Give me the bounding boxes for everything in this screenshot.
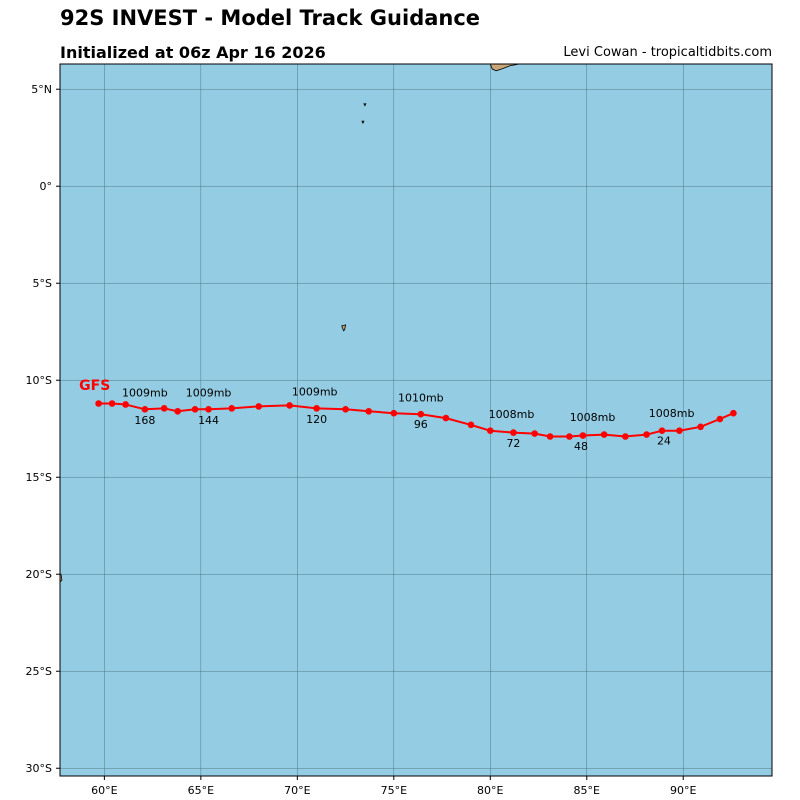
pressure-label: 1008mb <box>570 411 616 424</box>
track-point <box>676 427 683 434</box>
forecast-hour-label: 168 <box>134 414 155 427</box>
land-maldives-islet-2 <box>361 120 365 125</box>
track-point <box>95 400 102 407</box>
lat-tick-label: 25°S <box>26 665 52 678</box>
axis-labels: 60°E 65°E 70°E 75°E 80°E 85°E 90°E 5°N 0° 5°S 10°S… <box>26 63 773 797</box>
track-point <box>643 431 650 438</box>
track-point <box>205 406 212 413</box>
lat-tick-label: 10°S <box>26 374 52 387</box>
track-point <box>228 405 236 412</box>
track-point <box>467 421 475 429</box>
track-point <box>255 403 263 410</box>
lat-tick-label: 5°S <box>33 277 52 290</box>
track-point <box>286 402 293 409</box>
track-point <box>716 415 724 423</box>
plot-frame <box>59 63 773 777</box>
credit-text: Levi Cowan - tropicaltidbits.com <box>563 45 772 60</box>
init-time-subtitle: Initialized at 06z Apr 16 2026 <box>60 43 326 62</box>
track-point <box>108 400 116 407</box>
track-point <box>442 414 450 422</box>
ocean-background <box>60 64 772 776</box>
land-chagos-islet <box>341 324 347 332</box>
pressure-label: 1008mb <box>489 408 535 421</box>
lon-tick-label: 75°E <box>381 784 407 797</box>
track-point <box>365 407 373 415</box>
pressure-label: 1008mb <box>649 407 695 420</box>
track-point <box>510 429 517 436</box>
track-point <box>566 433 573 440</box>
lon-tick-label: 70°E <box>284 784 310 797</box>
pressure-label: 1010mb <box>398 392 444 405</box>
track-point <box>579 432 587 439</box>
track-point <box>531 430 538 437</box>
lon-tick-label: 90°E <box>670 784 696 797</box>
forecast-hour-label: 24 <box>657 434 671 447</box>
track-point <box>191 406 199 413</box>
lat-tick-label: 5°N <box>31 83 52 96</box>
pressure-label: 1009mb <box>292 386 338 399</box>
lon-tick-label: 85°E <box>574 784 600 797</box>
lat-tick-label: 30°S <box>26 762 52 775</box>
forecast-hour-label: 48 <box>574 440 588 453</box>
track-point <box>390 409 398 417</box>
land-sri-lanka-tip <box>489 64 520 72</box>
track-point <box>141 406 149 413</box>
track-point <box>546 433 554 440</box>
track-point <box>622 433 629 440</box>
map-title: 92S INVEST - Model Track Guidance <box>60 6 481 30</box>
lon-tick-label: 80°E <box>477 784 503 797</box>
track-point <box>697 423 704 431</box>
forecast-hour-label: 144 <box>198 414 219 427</box>
track-point <box>342 406 349 413</box>
pressure-label: 1009mb <box>186 387 232 400</box>
track-point <box>313 405 320 412</box>
lon-tick-label: 65°E <box>188 784 214 797</box>
track-point <box>658 427 666 434</box>
lat-tick-label: 15°S <box>26 471 52 484</box>
track-point <box>160 405 168 412</box>
model-label-gfs: GFS <box>79 378 110 394</box>
lat-tick-label: 0° <box>40 180 53 193</box>
forecast-hour-label: 72 <box>506 437 520 450</box>
track-point <box>417 410 425 418</box>
track-point <box>600 431 608 438</box>
pressure-label: 1009mb <box>122 387 168 400</box>
plot-area: 1008mb 1008mb 1008mb 1010mb 1009mb 1009mb 1009… <box>60 64 772 776</box>
lon-tick-label: 60°E <box>91 784 117 797</box>
lat-tick-label: 20°S <box>26 568 52 581</box>
forecast-hour-label: 120 <box>306 413 327 426</box>
land-maldives-islet-1 <box>363 103 367 107</box>
track-point <box>174 407 182 415</box>
track-point <box>122 401 129 408</box>
track-point <box>730 409 737 417</box>
track-point <box>486 427 494 434</box>
forecast-hour-label: 96 <box>414 418 428 431</box>
